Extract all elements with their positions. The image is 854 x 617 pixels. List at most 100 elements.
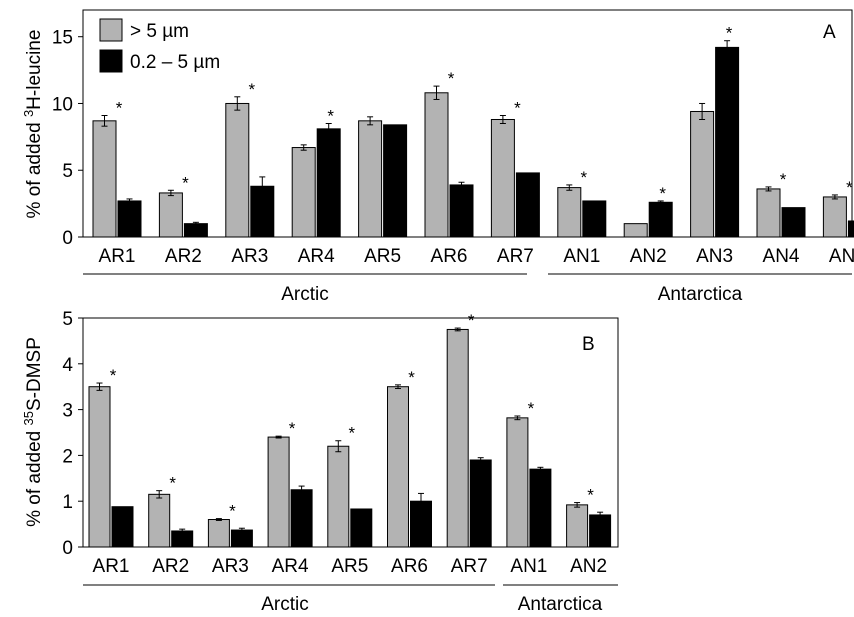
significance-star: * xyxy=(182,173,189,192)
bar-large xyxy=(88,386,111,548)
bar-small xyxy=(715,46,740,238)
bar-small xyxy=(183,223,208,238)
significance-star: * xyxy=(580,168,587,187)
y-axis-label-suffix: H-leucine xyxy=(24,30,45,110)
category-label: AR6 xyxy=(431,246,468,267)
y-axis-label-prefix: % of added xyxy=(24,117,45,218)
y-tick-label: 4 xyxy=(62,355,73,376)
bar-small xyxy=(781,207,806,238)
group-label: Arctic xyxy=(281,284,329,305)
panel-a-chart: 0 5 10 15 * AR1 * AR2 * AR3 * AR4 AR5 * AR6 * AR7 * AN1 * AN… xyxy=(21,9,854,305)
category-label: AR3 xyxy=(231,246,268,267)
category-label: AR5 xyxy=(364,246,401,267)
category-label: AN2 xyxy=(630,246,667,267)
bar-large xyxy=(822,196,847,238)
y-tick-label: 10 xyxy=(52,94,73,115)
legend-swatch-small xyxy=(99,49,123,73)
significance-star: * xyxy=(659,184,666,203)
group-label: Arctic xyxy=(261,594,309,615)
category-label: AR4 xyxy=(298,246,335,267)
category-label: AN4 xyxy=(763,246,800,267)
y-axis-label-sup: 35 xyxy=(21,411,36,425)
category-label: AR4 xyxy=(272,556,309,577)
y-tick-label: 5 xyxy=(62,309,73,330)
category-label: AN1 xyxy=(563,246,600,267)
bar-large xyxy=(267,436,290,548)
legend-label-large: > 5 µm xyxy=(130,21,189,42)
significance-star: * xyxy=(780,170,787,189)
bar-small xyxy=(648,201,673,238)
significance-star: * xyxy=(528,399,535,418)
category-label: AR1 xyxy=(99,246,136,267)
y-axis-label-prefix: % of added xyxy=(24,425,45,526)
bar-small xyxy=(111,506,134,548)
bar-small xyxy=(847,220,854,238)
legend-swatch-large xyxy=(99,18,123,42)
bar-large xyxy=(557,187,582,238)
bar-large xyxy=(490,118,515,238)
category-label: AR7 xyxy=(451,556,488,577)
category-label: AR2 xyxy=(165,246,202,267)
significance-star: * xyxy=(327,107,334,126)
bar-small xyxy=(589,514,612,548)
bar-large xyxy=(327,445,350,548)
category-label: AN2 xyxy=(570,556,607,577)
category-label: AN3 xyxy=(696,246,733,267)
group-label: Antarctica xyxy=(658,284,743,305)
significance-star: * xyxy=(514,98,521,117)
significance-star: * xyxy=(846,178,853,197)
significance-star: * xyxy=(248,80,255,99)
significance-star: * xyxy=(468,311,475,330)
panel-letter: A xyxy=(823,22,836,43)
bar-large xyxy=(506,417,529,548)
y-axis-label: % of added 3H-leucine xyxy=(21,30,45,219)
significance-star: * xyxy=(110,366,117,385)
bar-large xyxy=(358,120,383,238)
significance-star: * xyxy=(348,424,355,443)
panel-b-chart: 0 1 2 3 4 5 * AR1 * AR2 * AR3 * AR4 * AR5 * AR6 * AR7 * AN1 * A… xyxy=(21,309,619,615)
category-label: AN1 xyxy=(510,556,547,577)
category-label: AR3 xyxy=(212,556,249,577)
y-axis-label: % of added 35S-DMSP xyxy=(21,337,45,527)
bar-small xyxy=(316,128,341,238)
y-tick-label: 1 xyxy=(62,492,73,513)
bar-small xyxy=(449,184,474,238)
bar-small xyxy=(290,489,313,548)
bar-large xyxy=(446,328,469,548)
bar-small xyxy=(171,530,194,548)
y-tick-label: 3 xyxy=(62,401,73,422)
significance-star: * xyxy=(169,474,176,493)
category-label: AR6 xyxy=(391,556,428,577)
bar-large xyxy=(623,223,648,238)
category-label: AR2 xyxy=(152,556,189,577)
y-tick-label: 0 xyxy=(62,228,73,249)
bar-large xyxy=(690,110,715,238)
bar-large xyxy=(756,188,781,238)
bar-small xyxy=(350,508,373,548)
category-label: AR5 xyxy=(331,556,368,577)
legend-label-small: 0.2 – 5 µm xyxy=(130,52,220,73)
significance-star: * xyxy=(289,419,296,438)
legend: > 5 µm 0.2 – 5 µm xyxy=(99,18,220,73)
bar-small xyxy=(117,200,142,238)
bar-large xyxy=(387,386,409,548)
significance-star: * xyxy=(448,69,455,88)
significance-star: * xyxy=(229,502,236,521)
y-tick-label: 15 xyxy=(52,28,73,49)
bar-large xyxy=(225,102,250,238)
bar-large xyxy=(291,147,316,238)
y-axis-label-suffix: S-DMSP xyxy=(24,337,45,411)
bar-large xyxy=(92,120,117,238)
bar-small xyxy=(515,172,540,238)
y-axis-label-sup: 3 xyxy=(21,110,36,117)
bar-large xyxy=(424,92,449,238)
category-label: AR1 xyxy=(93,556,130,577)
significance-star: * xyxy=(587,486,594,505)
bar-small xyxy=(529,468,552,548)
bar-small xyxy=(383,124,408,238)
bar-small xyxy=(230,529,253,548)
category-label: AN5 xyxy=(829,246,854,267)
bar-large xyxy=(207,519,230,548)
bar-small xyxy=(582,200,607,238)
significance-star: * xyxy=(408,368,415,387)
